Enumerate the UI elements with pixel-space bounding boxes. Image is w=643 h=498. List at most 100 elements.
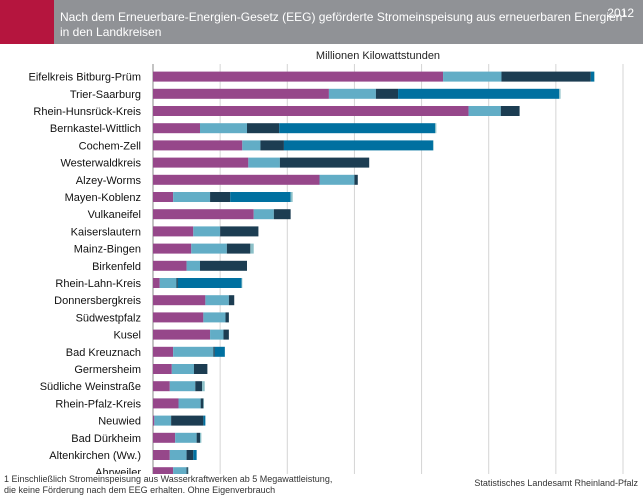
bar-wind	[153, 123, 200, 134]
bar-solarenergie	[443, 71, 502, 82]
bar-solarenergie	[253, 209, 274, 220]
bar-biomasse	[501, 71, 591, 82]
bar-biomasse	[176, 278, 178, 288]
bar-sonstige	[202, 381, 205, 392]
stacked-bar-chart: Millionen Kilowattstunden010020030040050…	[29, 50, 624, 474]
bar-solarenergie	[242, 140, 261, 151]
bar-sonstige	[432, 140, 434, 151]
category-label: Donnersbergkreis	[54, 295, 141, 307]
bar-solarenergie	[154, 415, 172, 426]
bar-wind	[153, 71, 444, 82]
bar-wind	[153, 106, 469, 116]
bar-solarenergie	[169, 450, 187, 460]
bar-solarenergie	[205, 295, 229, 306]
title-year: 2012	[607, 6, 634, 20]
bar-solarenergie	[210, 329, 224, 340]
bar-biomasse	[228, 295, 235, 306]
category-label: Altenkirchen (Ww.)	[49, 450, 141, 462]
bar-biomasse	[247, 123, 280, 134]
chart-subtitle: Millionen Kilowattstunden	[316, 50, 440, 62]
bar-wind	[153, 174, 320, 185]
title-line2: in den Landkreisen	[60, 25, 162, 39]
bar-wind	[153, 209, 254, 220]
bar-wind	[153, 329, 211, 340]
bar-biomasse	[171, 415, 204, 426]
bar-sonstige	[290, 192, 293, 202]
bar-solarenergie	[191, 243, 227, 254]
bar-wasserkraft	[214, 346, 225, 357]
bar-biomasse	[223, 329, 229, 340]
header-accent	[0, 0, 54, 44]
bar-wind	[153, 295, 206, 306]
bar-wind	[153, 415, 155, 426]
bar-wasserkraft	[590, 71, 595, 82]
bar-wind	[153, 450, 170, 460]
category-label: Germersheim	[74, 364, 141, 376]
bar-wind	[153, 278, 160, 288]
bar-wind	[153, 243, 192, 254]
category-label: Rhein-Hunsrück-Kreis	[33, 106, 141, 118]
bar-wind	[153, 312, 204, 323]
category-label: Bad Dürkheim	[71, 433, 141, 445]
bar-biomasse	[260, 140, 284, 151]
bar-sonstige	[187, 467, 189, 474]
source-label: Statistisches Landesamt Rheinland-Pfalz	[474, 478, 638, 488]
bar-sonstige	[435, 123, 437, 134]
category-label: Mainz-Bingen	[74, 244, 141, 256]
bar-solarenergie	[248, 157, 280, 168]
bar-solarenergie	[193, 226, 221, 237]
bar-wind	[153, 157, 249, 168]
bar-solarenergie	[159, 278, 177, 288]
category-label: Südwestpfalz	[76, 312, 141, 324]
bar-biomasse	[195, 381, 203, 392]
bar-solarenergie	[328, 88, 376, 99]
bar-biomasse	[226, 243, 251, 254]
title-text: Nach dem Erneuerbare-Energien-Gesetz (EE…	[60, 10, 623, 24]
bar-wind	[153, 260, 187, 271]
category-label: Kaiserslautern	[71, 226, 141, 238]
category-label: Bad Kreuznach	[66, 347, 141, 359]
bar-biomasse	[186, 450, 194, 460]
bar-biomasse	[210, 192, 231, 202]
bar-sonstige	[241, 278, 243, 288]
bar-solarenergie	[200, 123, 247, 134]
bar-sonstige	[200, 432, 202, 443]
bar-wasserkraft	[193, 450, 197, 460]
chart-title: Nach dem Erneuerbare-Energien-Gesetz (EE…	[60, 6, 638, 40]
bar-biomasse	[186, 467, 188, 474]
bar-wind	[153, 381, 170, 392]
bar-wasserkraft	[279, 123, 435, 134]
bar-wind	[153, 140, 243, 151]
category-label: Vulkaneifel	[88, 209, 141, 221]
category-label: Ahrweiler	[95, 467, 141, 474]
bar-wind	[153, 192, 174, 202]
category-label: Cochem-Zell	[79, 140, 141, 152]
bar-wind	[153, 364, 172, 374]
bar-wind	[153, 226, 194, 237]
bar-solarenergie	[173, 346, 214, 357]
bar-wind	[153, 398, 179, 409]
bar-wind	[153, 88, 329, 99]
bar-biomasse	[220, 226, 259, 237]
bar-solarenergie	[178, 398, 201, 409]
bar-solarenergie	[169, 381, 196, 392]
footnote: 1 Einschließlich Stromeinspeisung aus Wa…	[4, 474, 364, 496]
bar-sonstige	[559, 88, 561, 99]
footnote-line1: 1 Einschließlich Stromeinspeisung aus Wa…	[4, 474, 333, 484]
category-label: Trier-Saarburg	[70, 89, 141, 101]
bar-wasserkraft	[283, 140, 433, 151]
bar-biomasse	[213, 346, 215, 357]
bar-wasserkraft	[398, 88, 560, 99]
category-label: Kusel	[113, 330, 141, 342]
bar-solarenergie	[319, 174, 355, 185]
bar-biomasse	[354, 174, 358, 185]
footnote-line2: die keine Förderung nach dem EEG erhalte…	[4, 485, 276, 495]
category-label: Eifelkreis Bitburg-Prüm	[29, 72, 141, 84]
category-label: Neuwied	[98, 416, 141, 428]
bar-biomasse	[225, 312, 229, 323]
bar-solarenergie	[186, 260, 200, 271]
bar-wasserkraft	[177, 278, 242, 288]
category-label: Mayen-Koblenz	[65, 192, 141, 204]
bar-solarenergie	[173, 192, 211, 202]
bar-sonstige	[203, 398, 205, 409]
